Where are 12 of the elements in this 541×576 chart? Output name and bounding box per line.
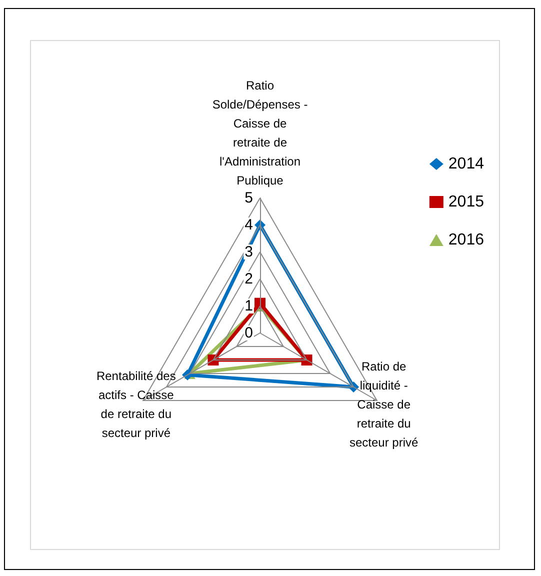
y-tick-label: 5 <box>244 190 253 206</box>
spoke-label: Rentabilité des actifs - Caisse de retraite du secteur privé <box>96 369 176 440</box>
legend-label: 2016 <box>448 232 484 248</box>
y-tick-label: 1 <box>244 298 253 314</box>
y-tick-label: 0 <box>244 324 253 342</box>
legend-label: 2014 <box>448 156 484 172</box>
y-tick-label: 4 <box>244 216 253 234</box>
legend-label: 2015 <box>448 194 484 210</box>
spoke-label: Ratio Solde/Dépenses - Caisse de retraite de l'Administration Publique <box>212 78 308 188</box>
y-tick-label: 2 <box>244 270 253 288</box>
spoke-label: Ratio de liquidité - Caisse de retraite du secteur privé <box>349 360 419 450</box>
y-tick-label: 3 <box>244 244 253 260</box>
